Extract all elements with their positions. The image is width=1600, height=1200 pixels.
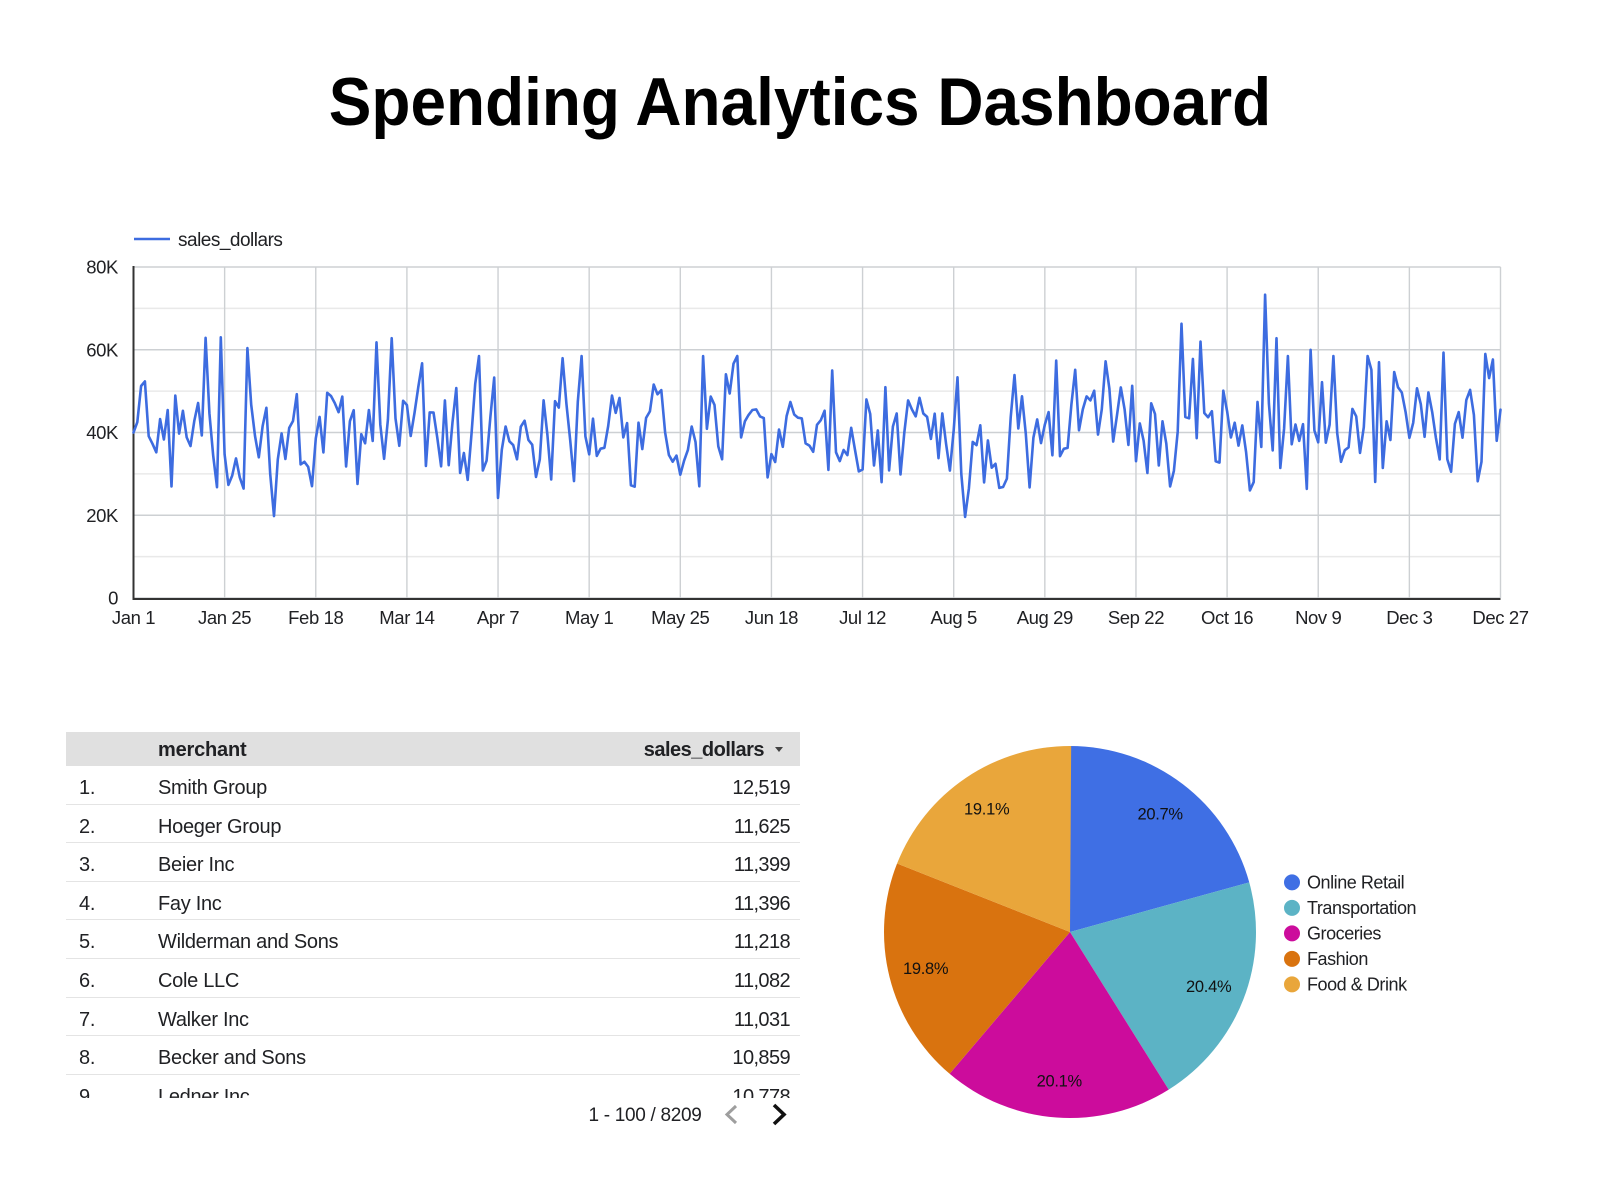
svg-text:20.7%: 20.7% bbox=[1137, 806, 1183, 824]
svg-text:Nov 9: Nov 9 bbox=[1295, 607, 1341, 628]
svg-text:19.8%: 19.8% bbox=[903, 960, 949, 978]
svg-text:Aug 29: Aug 29 bbox=[1017, 607, 1073, 628]
svg-text:sales_dollars: sales_dollars bbox=[178, 230, 282, 251]
svg-text:Jun 18: Jun 18 bbox=[745, 607, 798, 628]
svg-text:20.4%: 20.4% bbox=[1186, 978, 1232, 996]
svg-text:Transportation: Transportation bbox=[1307, 898, 1416, 918]
svg-text:Fashion: Fashion bbox=[1307, 949, 1368, 969]
svg-text:Dec 27: Dec 27 bbox=[1472, 607, 1528, 628]
svg-text:0: 0 bbox=[108, 588, 118, 609]
svg-text:Jul 12: Jul 12 bbox=[839, 607, 886, 628]
svg-text:Apr 7: Apr 7 bbox=[477, 607, 519, 628]
svg-text:40K: 40K bbox=[86, 422, 119, 443]
svg-text:May 1: May 1 bbox=[565, 607, 613, 628]
svg-text:Dec 3: Dec 3 bbox=[1386, 607, 1432, 628]
svg-text:60K: 60K bbox=[86, 339, 119, 360]
svg-text:Jan 1: Jan 1 bbox=[112, 607, 155, 628]
svg-text:Mar 14: Mar 14 bbox=[379, 607, 434, 628]
svg-text:Food & Drink: Food & Drink bbox=[1307, 975, 1408, 995]
svg-text:May 25: May 25 bbox=[651, 607, 709, 628]
svg-text:Groceries: Groceries bbox=[1307, 924, 1381, 944]
svg-text:Online Retail: Online Retail bbox=[1307, 873, 1404, 893]
svg-text:20.1%: 20.1% bbox=[1037, 1072, 1083, 1090]
svg-text:Aug 5: Aug 5 bbox=[931, 607, 977, 628]
svg-text:Oct 16: Oct 16 bbox=[1201, 607, 1253, 628]
svg-text:Jan 25: Jan 25 bbox=[198, 607, 251, 628]
svg-text:19.1%: 19.1% bbox=[964, 801, 1010, 819]
svg-text:80K: 80K bbox=[86, 257, 119, 278]
svg-text:Feb 18: Feb 18 bbox=[288, 607, 343, 628]
svg-text:Sep 22: Sep 22 bbox=[1108, 607, 1164, 628]
svg-text:20K: 20K bbox=[86, 505, 119, 526]
